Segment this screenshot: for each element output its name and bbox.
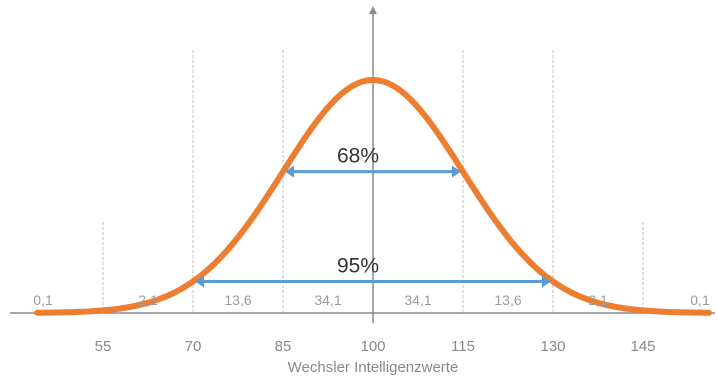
segment-label-3: 34,1 bbox=[314, 292, 341, 308]
bell-curve bbox=[34, 77, 712, 316]
segment-labels: 0,1 2,1 13,6 34,1 34,1 13,6 2,1 0,1 bbox=[33, 292, 710, 308]
segment-label-2: 13,6 bbox=[224, 292, 251, 308]
span-arrow-left-icon-1 bbox=[195, 275, 204, 288]
x-tick-label-145: 145 bbox=[630, 338, 655, 355]
segment-label-7: 0,1 bbox=[690, 292, 710, 308]
grid-lines bbox=[102, 50, 644, 313]
x-tick-label-70: 70 bbox=[185, 338, 202, 355]
x-axis-title: Wechsler Intelligenzwerte bbox=[288, 359, 459, 376]
segment-label-0: 0,1 bbox=[33, 292, 53, 308]
x-tick-label-55: 55 bbox=[95, 338, 112, 355]
span-label-1: 95% bbox=[337, 254, 379, 277]
x-tick-labels: 55 70 85 100 115 130 145 bbox=[95, 338, 656, 355]
segment-label-4: 34,1 bbox=[404, 292, 431, 308]
x-tick-label-85: 85 bbox=[275, 338, 292, 355]
curve-layer bbox=[34, 77, 712, 316]
span-arrow-right-icon-1 bbox=[542, 275, 551, 288]
x-tick-label-130: 130 bbox=[540, 338, 565, 355]
span-label-0: 68% bbox=[337, 145, 379, 168]
y-axis-arrow-icon bbox=[369, 6, 377, 14]
x-tick-label-115: 115 bbox=[451, 338, 475, 355]
x-tick-label-100: 100 bbox=[360, 338, 385, 355]
span-arrow-left-icon-0 bbox=[285, 165, 294, 178]
span-arrows: 68% 95% bbox=[195, 145, 551, 288]
axes bbox=[10, 6, 715, 323]
segment-label-1: 2,1 bbox=[138, 292, 158, 308]
segment-label-6: 2,1 bbox=[588, 292, 608, 308]
span-arrow-right-icon-0 bbox=[452, 165, 461, 178]
segment-label-5: 13,6 bbox=[494, 292, 521, 308]
